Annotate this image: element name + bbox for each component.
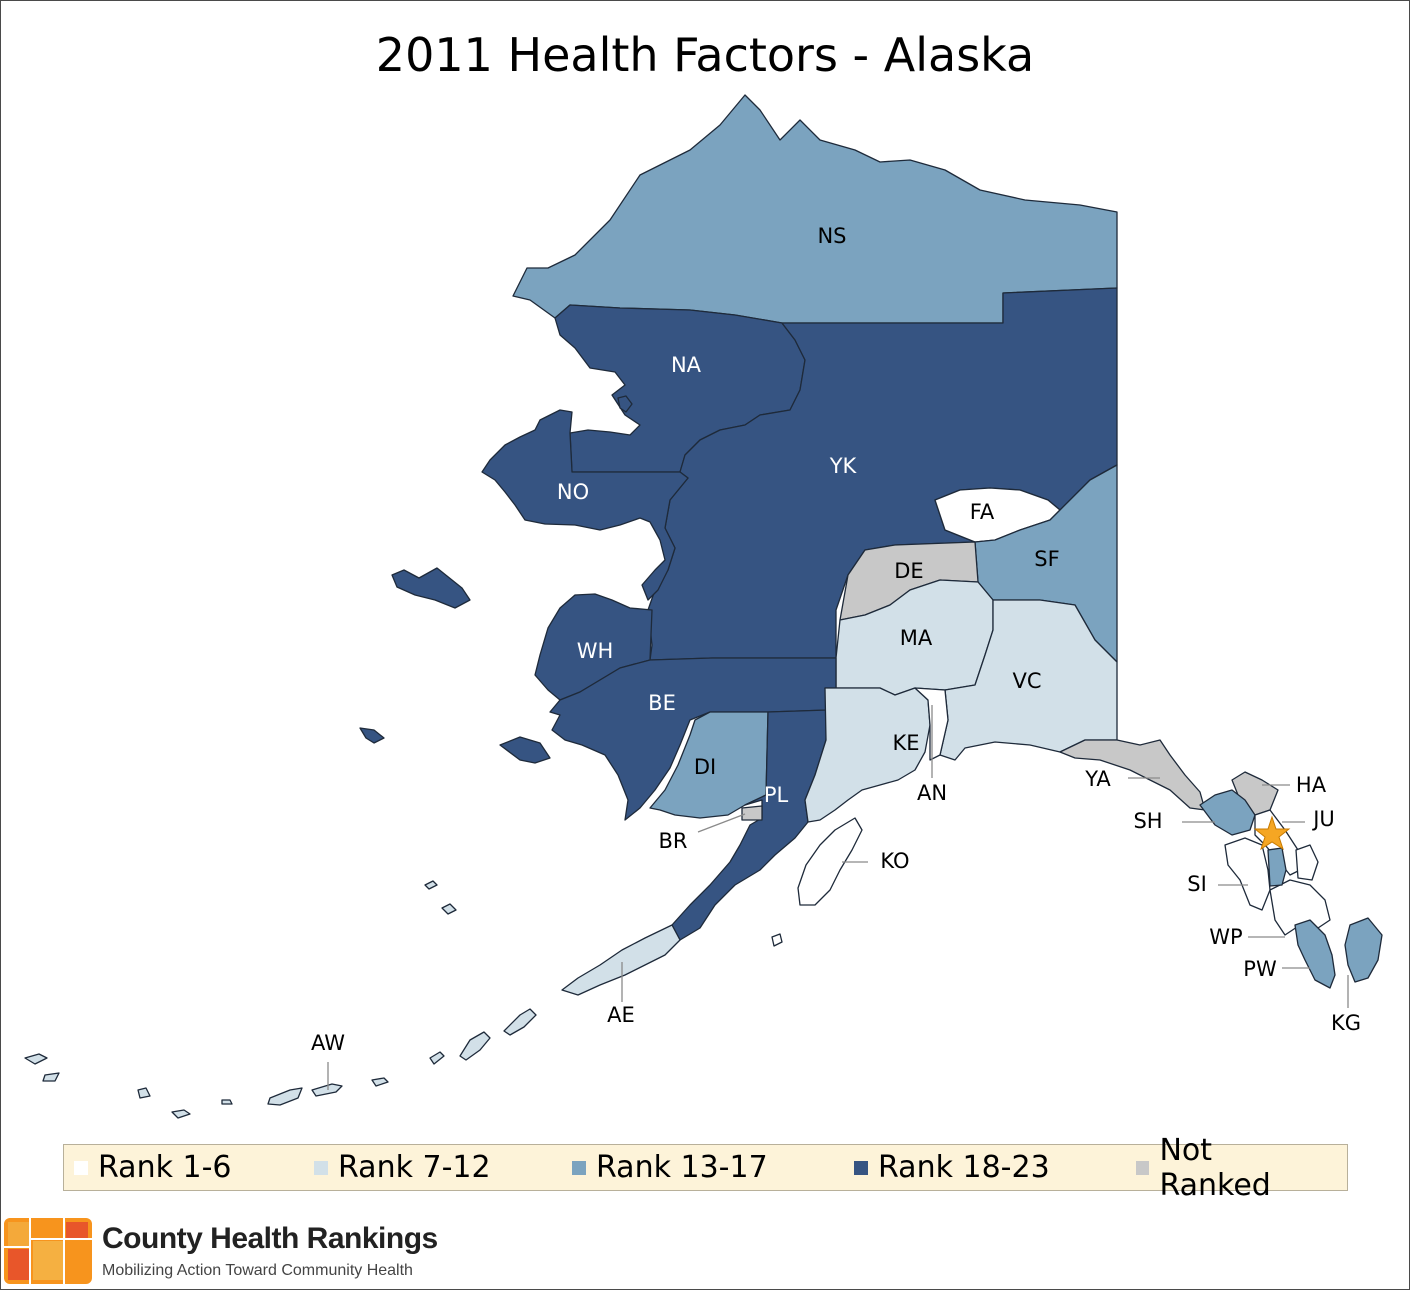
region-label-de: DE <box>894 559 923 583</box>
region-label-yk: YK <box>829 454 858 478</box>
region-label-ko: KO <box>880 849 909 873</box>
region-label-ae: AE <box>607 1003 635 1027</box>
region-ko-islet[interactable] <box>771 933 783 947</box>
region-ae-islet-1[interactable] <box>503 1008 537 1036</box>
region-aw-islet-3[interactable] <box>171 1109 191 1119</box>
region-aw-islet-5[interactable] <box>42 1072 60 1082</box>
region-label-sf: SF <box>1034 547 1059 571</box>
region-ju-island[interactable] <box>1295 844 1319 881</box>
leader-br <box>697 813 746 833</box>
county-health-rankings-logo <box>4 1218 92 1284</box>
region-aw-pribilof-1[interactable] <box>424 880 438 890</box>
region-label-di: DI <box>694 755 716 779</box>
region-no-islet[interactable] <box>617 395 633 413</box>
legend-label: Rank 13-17 <box>596 1150 768 1185</box>
region-ae-islet-2[interactable] <box>459 1031 491 1061</box>
region-label-ma: MA <box>900 626 933 650</box>
region-label-br: BR <box>659 829 688 853</box>
region-be-nunivak[interactable] <box>499 736 551 764</box>
region-label-si: SI <box>1187 872 1207 896</box>
region-si[interactable] <box>1224 837 1271 911</box>
region-label-ns: NS <box>817 224 846 248</box>
brand-tagline: Mobilizing Action Toward Community Healt… <box>102 1262 413 1279</box>
legend-item: Rank 7-12 <box>304 1150 562 1185</box>
capital-star-icon <box>1253 815 1291 851</box>
region-no[interactable] <box>481 409 689 601</box>
region-wh-stmatthew[interactable] <box>359 727 385 744</box>
legend-item: Not Ranked <box>1126 1133 1326 1203</box>
legend-swatch <box>1136 1160 1150 1175</box>
region-label-pw: PW <box>1243 957 1277 981</box>
region-label-aw: AW <box>311 1031 345 1055</box>
region-ko[interactable] <box>797 817 863 906</box>
region-label-fa: FA <box>970 500 995 524</box>
region-ae[interactable] <box>561 924 681 996</box>
legend: Rank 1-6 Rank 7-12 Rank 13-17 Rank 18-23 Not… <box>63 1133 1348 1203</box>
region-aw-islet-2[interactable] <box>429 1051 445 1065</box>
region-label-be: BE <box>648 691 676 715</box>
region-label-an: AN <box>917 781 947 805</box>
region-label-pl: PL <box>764 783 789 807</box>
legend-swatch <box>572 1160 586 1175</box>
region-sh-island[interactable] <box>1267 847 1287 887</box>
region-label-ha: HA <box>1296 773 1327 797</box>
region-label-sh: SH <box>1133 809 1162 833</box>
region-labels: NS NA YK NO FA SF DE MA VC WH BE DI KE AN PL BR KO YA HA SH… <box>311 224 1361 1055</box>
region-label-na: NA <box>671 353 702 377</box>
region-pw[interactable] <box>1294 919 1336 989</box>
region-label-wh: WH <box>577 639 614 663</box>
legend-label: Rank 1-6 <box>98 1150 232 1185</box>
legend-label: Rank 18-23 <box>878 1150 1050 1185</box>
legend-item: Rank 1-6 <box>64 1150 304 1185</box>
region-ns[interactable] <box>512 94 1118 324</box>
legend-swatch <box>314 1160 328 1175</box>
legend-label: Rank 7-12 <box>338 1150 491 1185</box>
region-no-st-lawrence[interactable] <box>391 567 471 609</box>
region-aw-pribilof-2[interactable] <box>441 903 457 915</box>
region-aw-islet-8[interactable] <box>371 1077 389 1087</box>
legend-label: Not Ranked <box>1159 1132 1271 1203</box>
legend-swatch <box>74 1160 88 1175</box>
region-wp[interactable] <box>1269 879 1331 936</box>
region-aw-islet-6[interactable] <box>137 1087 151 1099</box>
region-label-kg: KG <box>1331 1011 1361 1035</box>
region-vc[interactable] <box>939 599 1118 761</box>
region-aw[interactable] <box>267 1087 303 1106</box>
page-title: 2011 Health Factors - Alaska <box>375 28 1035 82</box>
legend-item: Rank 18-23 <box>844 1150 1126 1185</box>
legend-swatch <box>854 1160 868 1175</box>
region-br[interactable] <box>741 805 763 821</box>
region-label-ju: JU <box>1311 807 1335 831</box>
region-label-ke: KE <box>892 731 919 755</box>
legend-item: Rank 13-17 <box>562 1150 844 1185</box>
region-kg[interactable] <box>1344 917 1383 983</box>
region-label-ya: YA <box>1084 767 1111 791</box>
brand-name: County Health Rankings <box>102 1222 438 1255</box>
region-ya[interactable] <box>1059 739 1206 811</box>
region-label-wp: WP <box>1209 925 1242 949</box>
region-label-vc: VC <box>1012 669 1041 693</box>
region-aw-islet-7[interactable] <box>221 1099 233 1105</box>
region-aw-islet-1[interactable] <box>311 1083 343 1097</box>
region-label-no: NO <box>557 480 589 504</box>
region-aw-islet-4[interactable] <box>24 1053 48 1065</box>
